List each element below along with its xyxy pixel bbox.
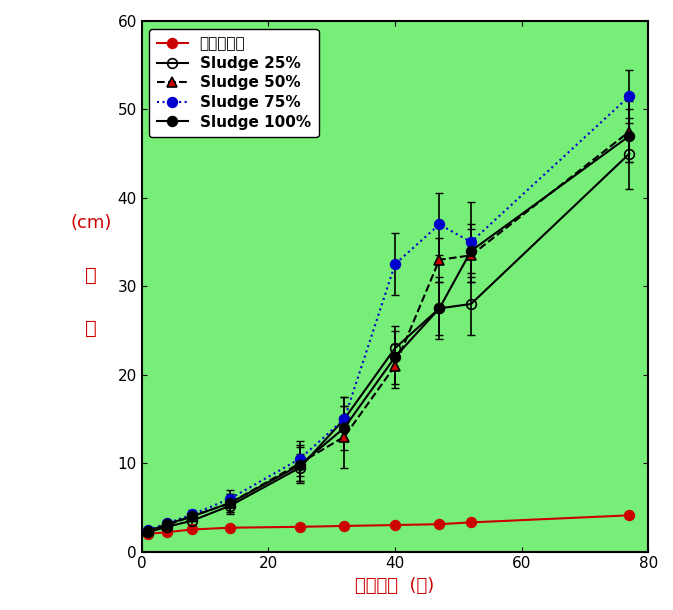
Sludge 100% [391,353,399,361]
Sludge 50% [625,128,633,135]
Sludge 75% [435,221,444,228]
Sludge 75% [296,455,304,462]
광해지토양 [226,524,234,531]
Text: 고: 고 [85,319,97,338]
Sludge 75% [391,260,399,268]
Text: 먵: 먵 [85,266,97,285]
Sludge 100% [144,528,152,535]
Line: Sludge 25%: Sludge 25% [143,149,634,537]
Line: Sludge 75%: Sludge 75% [143,92,634,535]
Line: 광해지토양: 광해지토양 [143,511,634,539]
Line: Sludge 100%: Sludge 100% [143,131,634,536]
Sludge 100% [188,512,197,520]
Sludge 50% [226,500,234,507]
광해지토양 [163,528,171,536]
Sludge 75% [467,239,475,246]
Sludge 25% [467,300,475,307]
Sludge 100% [341,424,349,431]
Sludge 50% [435,256,444,264]
Sludge 25% [296,464,304,472]
Sludge 100% [296,461,304,468]
광해지토양 [391,522,399,529]
Sludge 25% [226,502,234,509]
Sludge 25% [625,150,633,157]
Sludge 75% [341,415,349,423]
Sludge 50% [144,528,152,535]
X-axis label: 경과일수  (일): 경과일수 (일) [355,577,435,595]
Sludge 50% [391,362,399,370]
Sludge 25% [341,415,349,423]
광해지토양 [467,518,475,526]
Sludge 25% [391,345,399,352]
Sludge 50% [467,252,475,259]
Sludge 75% [188,511,197,518]
Sludge 25% [144,528,152,536]
Sludge 75% [226,495,234,502]
Sludge 100% [226,500,234,507]
Sludge 100% [435,305,444,312]
광해지토양 [188,526,197,533]
Sludge 75% [163,520,171,527]
Sludge 50% [163,522,171,529]
Sludge 75% [144,526,152,534]
Sludge 100% [625,132,633,140]
Sludge 100% [467,247,475,254]
광해지토양 [296,523,304,531]
Legend: 광해지토양, Sludge 25%, Sludge 50%, Sludge 75%, Sludge 100%: 광해지토양, Sludge 25%, Sludge 50%, Sludge 75… [149,29,318,137]
광해지토양 [625,512,633,519]
광해지토양 [144,530,152,537]
Sludge 25% [188,517,197,524]
Sludge 25% [163,523,171,531]
Sludge 25% [435,305,444,312]
Text: (cm): (cm) [70,214,112,232]
Sludge 75% [625,93,633,100]
Sludge 100% [163,520,171,528]
Sludge 50% [188,512,197,520]
Sludge 50% [296,459,304,467]
Line: Sludge 50%: Sludge 50% [143,127,634,536]
광해지토양 [341,522,349,529]
광해지토양 [435,520,444,528]
Sludge 50% [341,433,349,440]
